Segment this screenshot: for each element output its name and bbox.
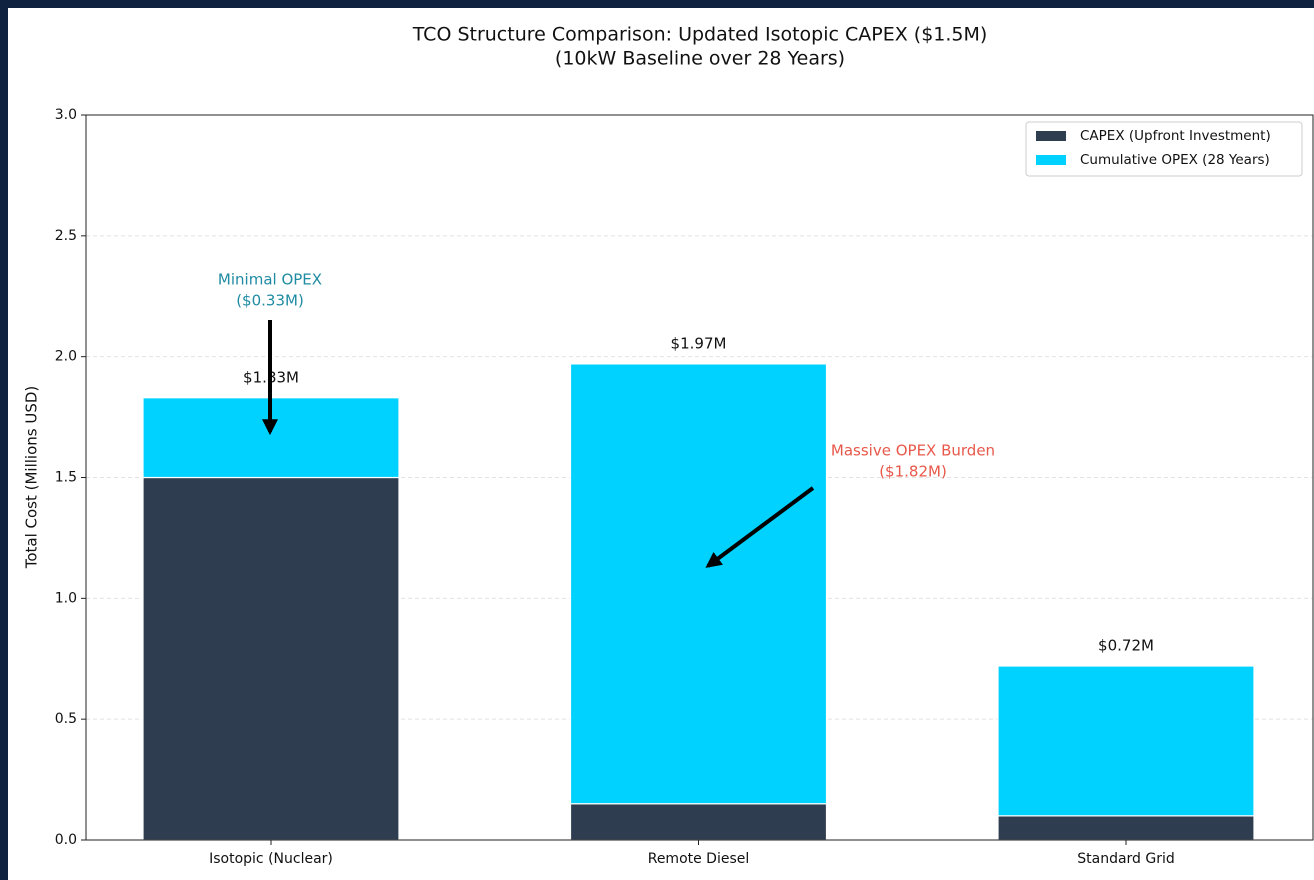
legend-swatch — [1036, 155, 1066, 165]
bar-segment — [997, 665, 1255, 817]
y-tick-label: 2.0 — [55, 349, 77, 365]
legend-label: CAPEX (Upfront Investment) — [1080, 128, 1271, 144]
plot-frame — [85, 114, 1314, 841]
chart-title: TCO Structure Comparison: Updated Isotop… — [412, 24, 988, 46]
annotation-arrow — [705, 486, 815, 568]
total-label: $0.72M — [1098, 637, 1154, 655]
chart-subtitle: (10kW Baseline over 28 Years) — [555, 48, 845, 70]
x-tick-label: Standard Grid — [1077, 851, 1175, 867]
bar-segment — [569, 363, 828, 805]
x-tick-label: Remote Diesel — [648, 851, 750, 867]
y-axis-label: Total Cost (Millions USD) — [23, 386, 41, 570]
annotation-text: ($0.33M) — [236, 292, 304, 310]
y-tick-label: 0.5 — [55, 711, 77, 727]
legend-label: Cumulative OPEX (28 Years) — [1080, 152, 1270, 168]
bar-segment — [569, 803, 828, 841]
bar-segment — [997, 815, 1255, 841]
annotation-text: ($1.82M) — [879, 463, 947, 481]
annotation-text: Massive OPEX Burden — [831, 442, 995, 460]
y-tick-label: 3.0 — [55, 107, 77, 123]
y-tick-label: 0.0 — [55, 832, 77, 848]
y-tick-label: 1.5 — [55, 470, 77, 486]
y-tick-label: 2.5 — [55, 228, 77, 244]
y-tick-label: 1.0 — [55, 590, 77, 606]
legend-swatch — [1036, 131, 1066, 141]
x-tick-label: Isotopic (Nuclear) — [209, 851, 333, 867]
total-label: $1.97M — [671, 334, 727, 352]
annotation-text: Minimal OPEX — [218, 271, 322, 289]
bar-segment — [142, 476, 400, 841]
legend-box — [1025, 121, 1303, 177]
